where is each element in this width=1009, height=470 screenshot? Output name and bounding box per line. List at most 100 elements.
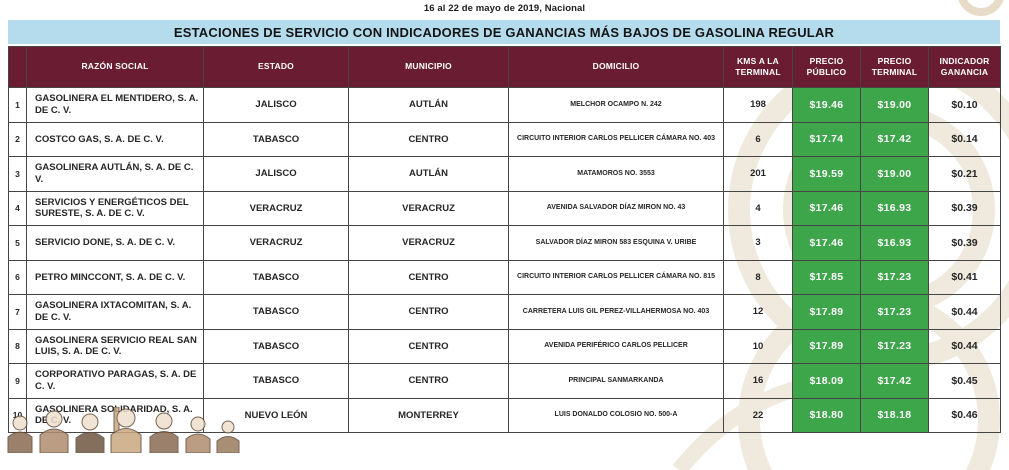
cell-precio-terminal: $17.23: [860, 328, 929, 364]
cell-row-number: 2: [8, 121, 27, 157]
cell-indicador-ganancia: $0.39: [928, 190, 1001, 226]
cell-indicador-ganancia: $0.14: [928, 121, 1001, 157]
header-row: RAZÓN SOCIAL ESTADO MUNICIPIO DOMICILIO …: [8, 46, 1001, 88]
cell-indicador-ganancia: $0.45: [928, 363, 1001, 399]
cell-indicador-ganancia: $0.44: [928, 328, 1001, 364]
cell-indicador-ganancia: $0.44: [928, 294, 1001, 330]
cell-domicilio: SALVADOR DÍAZ MIRON 583 ESQUINA V. URIBE: [508, 225, 724, 261]
cell-estado: VERACRUZ: [203, 225, 349, 261]
stations-table-body: 1 GASOLINERA EL MENTIDERO, S. A. DE C. V…: [8, 87, 1001, 433]
cell-municipio: CENTRO: [348, 121, 509, 157]
header-indicador-ganancia: INDICADOR GANANCIA: [928, 46, 1001, 88]
table-row: 5 SERVICIO DONE, S. A. DE C. V. VERACRUZ…: [8, 225, 1001, 261]
cell-kms-terminal: 12: [723, 294, 793, 330]
cell-kms-terminal: 16: [723, 363, 793, 399]
cell-razon-social: GASOLINERA IXTACOMITAN, S. A. DE C. V.: [26, 294, 204, 330]
cell-municipio: CENTRO: [348, 294, 509, 330]
table-row: 2 COSTCO GAS, S. A. DE C. V. TABASCO CEN…: [8, 121, 1001, 157]
header-row-number: [8, 46, 27, 88]
cell-kms-terminal: 8: [723, 259, 793, 295]
table-row: 6 PETRO MINCCONT, S. A. DE C. V. TABASCO…: [8, 259, 1001, 295]
cell-kms-terminal: 6: [723, 121, 793, 157]
cell-estado: VERACRUZ: [203, 190, 349, 226]
cell-razon-social: GASOLINERA EL MENTIDERO, S. A. DE C. V.: [26, 87, 204, 123]
cell-precio-terminal: $19.00: [860, 87, 929, 123]
cell-municipio: CENTRO: [348, 363, 509, 399]
cell-kms-terminal: 198: [723, 87, 793, 123]
cell-domicilio: AVENIDA PERIFÉRICO CARLOS PELLICER: [508, 328, 724, 364]
cell-precio-terminal: $16.93: [860, 225, 929, 261]
cell-estado: JALISCO: [203, 87, 349, 123]
cell-municipio: VERACRUZ: [348, 190, 509, 226]
cell-precio-publico: $17.89: [792, 328, 861, 364]
cell-razon-social: COSTCO GAS, S. A. DE C. V.: [26, 121, 204, 157]
cell-domicilio: PRINCIPAL SANMARKANDA: [508, 363, 724, 399]
cell-kms-terminal: 3: [723, 225, 793, 261]
cell-indicador-ganancia: $0.41: [928, 259, 1001, 295]
cell-razon-social: PETRO MINCCONT, S. A. DE C. V.: [26, 259, 204, 295]
table-row: 3 GASOLINERA AUTLÁN, S. A. DE C. V. JALI…: [8, 156, 1001, 192]
header-precio-terminal: PRECIO TERMINAL: [860, 46, 929, 88]
report-slide: { "page": { "date_line": "16 al 22 de ma…: [7, 0, 1009, 470]
cell-domicilio: CARRETERA LUIS GIL PEREZ-VILLAHERMOSA NO…: [508, 294, 724, 330]
cell-domicilio: MELCHOR OCAMPO N. 242: [508, 87, 724, 123]
corner-watermark-mark: [958, 0, 1004, 16]
cell-row-number: 3: [8, 156, 27, 192]
header-razon-social: RAZÓN SOCIAL: [26, 46, 204, 88]
cell-precio-terminal: $17.42: [860, 121, 929, 157]
cell-row-number: 5: [8, 225, 27, 261]
cell-precio-terminal: $17.23: [860, 259, 929, 295]
cell-row-number: 7: [8, 294, 27, 330]
cell-precio-publico: $17.85: [792, 259, 861, 295]
cell-municipio: AUTLÁN: [348, 156, 509, 192]
cell-municipio: CENTRO: [348, 328, 509, 364]
cell-precio-publico: $17.89: [792, 294, 861, 330]
cell-estado: TABASCO: [203, 121, 349, 157]
cell-indicador-ganancia: $0.21: [928, 156, 1001, 192]
cell-precio-publico: $17.46: [792, 190, 861, 226]
header-domicilio: DOMICILIO: [508, 46, 724, 88]
cell-indicador-ganancia: $0.10: [928, 87, 1001, 123]
cell-domicilio: CIRCUITO INTERIOR CARLOS PELLICER CÁMARA…: [508, 121, 724, 157]
cell-precio-publico: $18.09: [792, 363, 861, 399]
cell-razon-social: CORPORATIVO PARAGAS, S. A. DE C. V.: [26, 363, 204, 399]
cell-row-number: 4: [8, 190, 27, 226]
cell-indicador-ganancia: $0.46: [928, 397, 1001, 433]
cell-precio-terminal: $18.18: [860, 397, 929, 433]
cell-estado: JALISCO: [203, 156, 349, 192]
page-title: ESTACIONES DE SERVICIO CON INDICADORES D…: [173, 24, 835, 40]
cell-municipio: AUTLÁN: [348, 87, 509, 123]
cell-indicador-ganancia: $0.39: [928, 225, 1001, 261]
cell-precio-publico: $18.80: [792, 397, 861, 433]
date-line: 16 al 22 de mayo de 2019, Nacional: [423, 3, 586, 14]
table-row: 4 SERVICIOS Y ENERGÉTICOS DEL SURESTE, S…: [8, 190, 1001, 226]
table-row: 7 GASOLINERA IXTACOMITAN, S. A. DE C. V.…: [8, 294, 1001, 330]
cell-kms-terminal: 22: [723, 397, 793, 433]
cell-row-number: 6: [8, 259, 27, 295]
cell-precio-publico: $17.46: [792, 225, 861, 261]
cell-precio-publico: $19.46: [792, 87, 861, 123]
cell-domicilio: CIRCUITO INTERIOR CARLOS PELLICER CÁMARA…: [508, 259, 724, 295]
cell-estado: TABASCO: [203, 363, 349, 399]
cell-razon-social: SERVICIOS Y ENERGÉTICOS DEL SURESTE, S. …: [26, 190, 204, 226]
cell-estado: TABASCO: [203, 294, 349, 330]
cell-kms-terminal: 4: [723, 190, 793, 226]
table-row: 1 GASOLINERA EL MENTIDERO, S. A. DE C. V…: [8, 87, 1001, 123]
cell-municipio: CENTRO: [348, 259, 509, 295]
header-estado: ESTADO: [203, 46, 349, 88]
historical-figures-illustration: [7, 407, 240, 453]
cell-precio-terminal: $19.00: [860, 156, 929, 192]
cell-razon-social: GASOLINERA SERVICIO REAL SAN LUIS, S. A.…: [26, 328, 204, 364]
cell-estado: TABASCO: [203, 259, 349, 295]
cell-row-number: 9: [8, 363, 27, 399]
table-row: 8 GASOLINERA SERVICIO REAL SAN LUIS, S. …: [8, 328, 1001, 364]
cell-precio-terminal: $16.93: [860, 190, 929, 226]
cell-domicilio: AVENIDA SALVADOR DÍAZ MIRON NO. 43: [508, 190, 724, 226]
cell-kms-terminal: 201: [723, 156, 793, 192]
cell-razon-social: GASOLINERA AUTLÁN, S. A. DE C. V.: [26, 156, 204, 192]
table-row: 9 CORPORATIVO PARAGAS, S. A. DE C. V. TA…: [8, 363, 1001, 399]
cell-precio-publico: $17.74: [792, 121, 861, 157]
cell-municipio: MONTERREY: [348, 397, 509, 433]
cell-precio-publico: $19.59: [792, 156, 861, 192]
cell-kms-terminal: 10: [723, 328, 793, 364]
